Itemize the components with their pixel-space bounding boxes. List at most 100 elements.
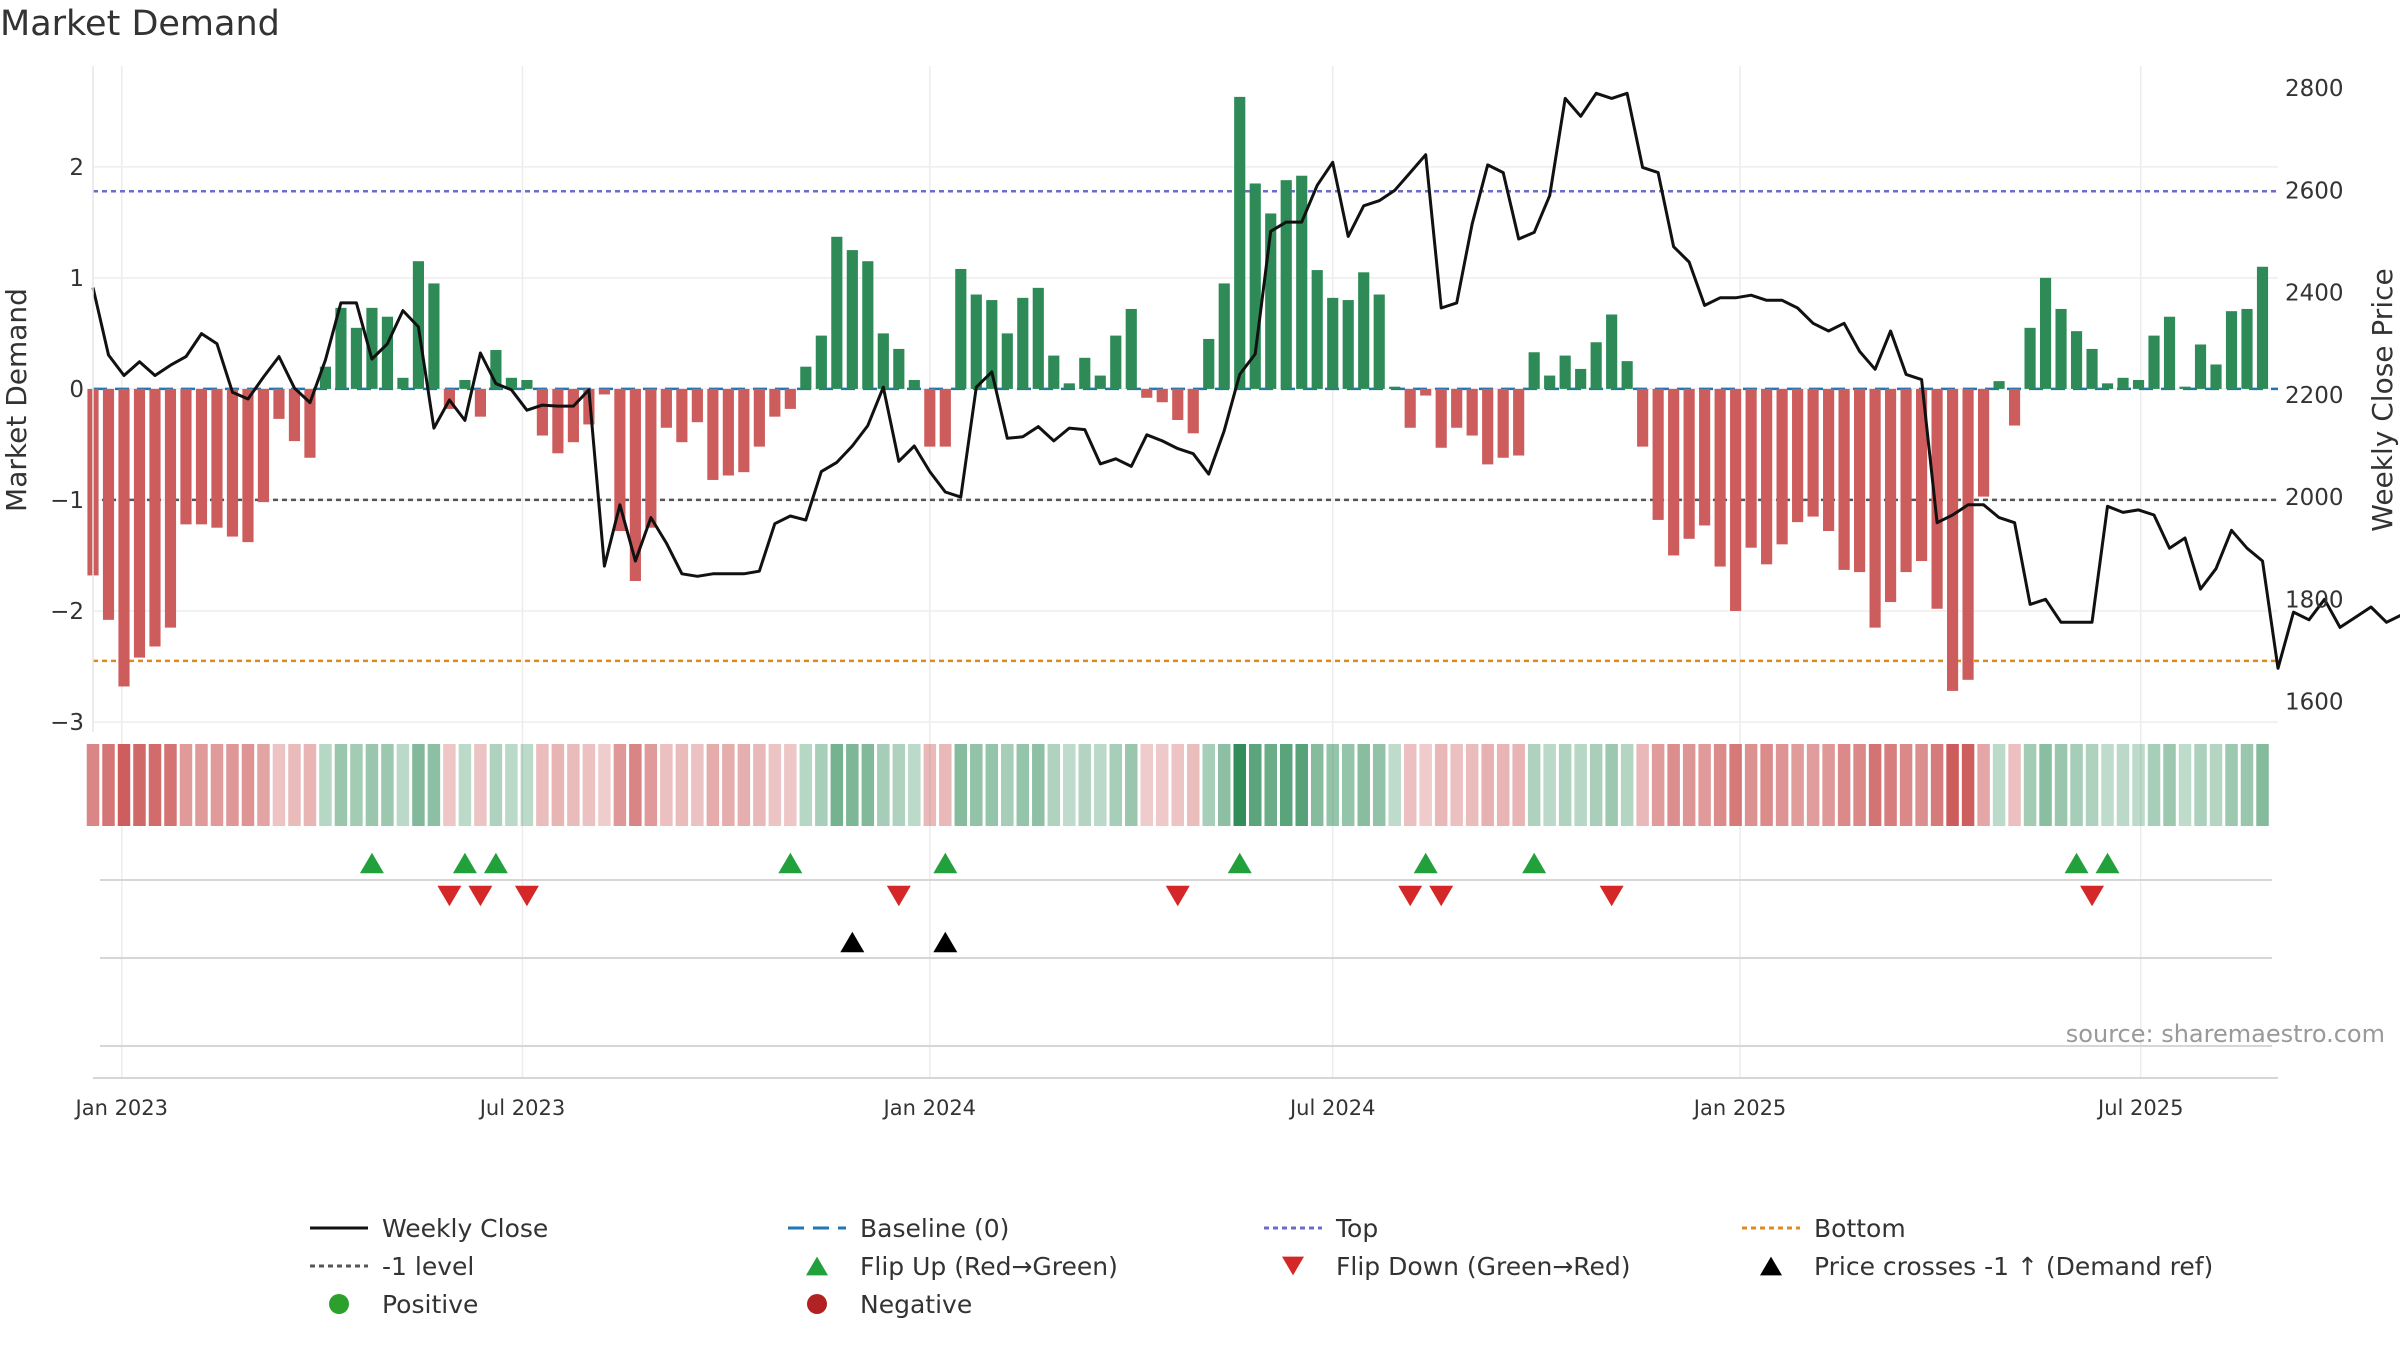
legend-label: -1 level <box>382 1252 474 1281</box>
demand-strip-cell <box>1791 744 1804 826</box>
demand-strip-cell <box>412 744 425 826</box>
demand-strip-cell <box>1032 744 1045 826</box>
demand-bar <box>257 388 270 503</box>
demand-bar <box>1156 388 1168 403</box>
demand-bar <box>1730 388 1742 611</box>
demand-strip-cell <box>1682 744 1696 826</box>
x-tick-label: Jan 2025 <box>1692 1096 1787 1120</box>
y2-tick-label: 1600 <box>2285 690 2344 716</box>
y-tick-label: −1 <box>50 488 84 514</box>
x-axis-ticks: Jan 2023 Jul 2023 Jan 2024 Jul 2024 Jan 2025… <box>74 1096 2184 1120</box>
demand-strip-cell <box>1063 744 1076 826</box>
x-tick-label: Jan 2024 <box>882 1096 977 1120</box>
demand-bar <box>738 388 750 473</box>
demand-bar <box>567 388 579 443</box>
demand-strip-cell <box>1140 744 1154 826</box>
demand-strip-cell <box>923 744 937 826</box>
demand-bar <box>2117 377 2129 389</box>
demand-bar <box>1389 386 1401 389</box>
demand-bar <box>2086 348 2098 389</box>
demand-strip-cell <box>799 744 813 826</box>
demand-bar <box>846 250 858 389</box>
demand-strip-cell <box>2054 744 2068 826</box>
demand-strip-cell <box>319 744 332 826</box>
demand-bar <box>1652 388 1664 520</box>
flip-up-marker <box>359 852 384 874</box>
demand-bar <box>1792 388 1804 523</box>
demand-bar <box>2055 308 2067 389</box>
demand-strip-cell <box>1946 744 1959 826</box>
flip-up-marker <box>1227 852 1252 874</box>
demand-strip-cell <box>1078 744 1092 826</box>
y-tick-label: −2 <box>50 599 84 625</box>
demand-strip-cell <box>1729 744 1742 826</box>
demand-bar <box>1079 357 1091 389</box>
demand-bars <box>87 96 2269 691</box>
legend-label: Top <box>1335 1214 1378 1243</box>
demand-bar <box>505 377 517 389</box>
demand-strip-cell <box>551 744 565 826</box>
demand-strip-cell <box>613 744 627 826</box>
demand-bar <box>2070 331 2083 389</box>
demand-strip-cell <box>2178 744 2192 826</box>
demand-bar <box>924 388 936 447</box>
demand-strip-cell <box>1047 744 1061 826</box>
demand-strip-cell <box>1187 744 1200 826</box>
circle-icon <box>329 1294 349 1314</box>
demand-strip-cell <box>350 744 363 826</box>
demand-strip-cell <box>1915 744 1928 826</box>
demand-bar <box>1265 213 1277 389</box>
y-tick-label: −3 <box>50 710 84 736</box>
demand-strip-cell <box>2132 744 2145 826</box>
demand-strip-cell <box>1109 744 1123 826</box>
demand-strip-cell <box>2039 744 2052 826</box>
demand-bar <box>350 327 363 389</box>
demand-bar <box>1110 335 1122 389</box>
demand-bar <box>1869 388 1881 628</box>
demand-strip-cell <box>939 744 952 826</box>
demand-bar <box>211 388 223 528</box>
demand-bar <box>2225 311 2238 389</box>
demand-bar <box>521 380 533 389</box>
demand-strip-cell <box>303 744 317 826</box>
demand-bar <box>2148 335 2160 389</box>
legend-label: Flip Down (Green→Red) <box>1336 1252 1631 1281</box>
triangle-down-icon <box>1282 1256 1304 1276</box>
demand-bar <box>1946 388 1959 691</box>
demand-bar <box>2194 344 2207 389</box>
demand-strip-cell <box>117 744 131 826</box>
demand-bar <box>1094 375 1106 389</box>
demand-strip-cell <box>1992 744 2006 826</box>
demand-bar <box>490 350 502 389</box>
demand-bar <box>474 388 486 417</box>
demand-bar <box>195 388 208 525</box>
demand-bar <box>676 388 688 443</box>
demand-bar <box>769 388 781 417</box>
demand-bar <box>242 388 254 543</box>
demand-bar <box>1699 388 1711 526</box>
demand-strip-cell <box>1806 744 1820 826</box>
demand-bar <box>149 388 161 647</box>
demand-strip-cell <box>1775 744 1789 826</box>
demand-strip-cell <box>1930 744 1944 826</box>
demand-bar <box>2039 277 2052 389</box>
price-line-layer <box>91 91 2400 670</box>
demand-strip-cell <box>1512 744 1525 826</box>
demand-bar <box>2163 316 2176 389</box>
demand-strip-cell <box>1295 744 1308 826</box>
y2-tick-label: 2000 <box>2285 485 2344 511</box>
demand-bar <box>722 388 734 476</box>
demand-bar <box>1544 375 1556 389</box>
demand-strip-cell <box>1837 744 1851 826</box>
demand-bar <box>877 333 889 389</box>
demand-strip-cell <box>815 744 828 826</box>
demand-strip-cell <box>784 744 797 826</box>
demand-bar <box>2101 383 2114 389</box>
demand-bar <box>1885 388 1897 603</box>
demand-bar <box>1637 388 1649 447</box>
demand-bar <box>1668 388 1680 556</box>
demand-strip-cell <box>458 744 472 826</box>
demand-bar <box>1854 388 1866 573</box>
demand-bar <box>1714 388 1726 567</box>
demand-bar <box>2008 388 2021 426</box>
